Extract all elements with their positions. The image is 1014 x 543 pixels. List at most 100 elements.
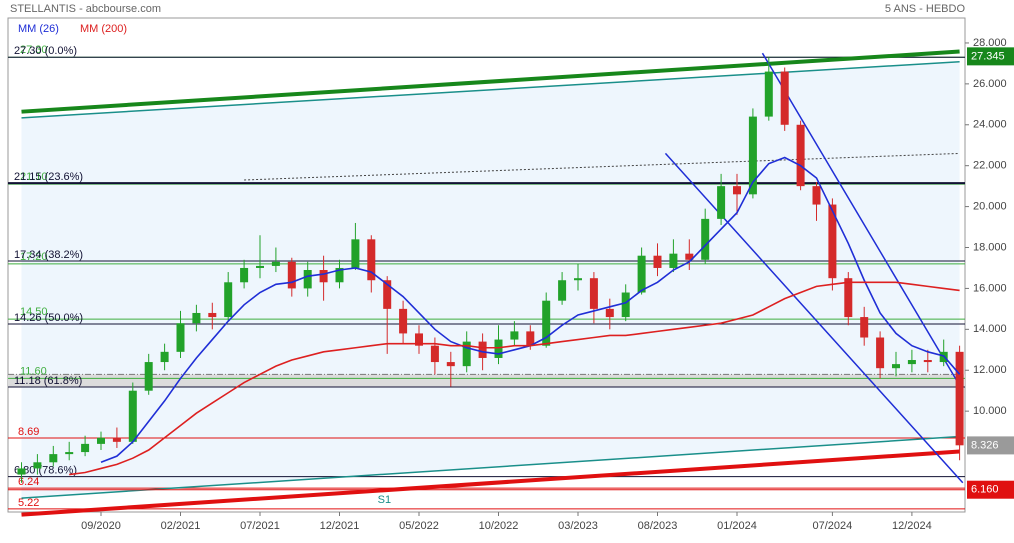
x-tick-label: 07/2021 xyxy=(240,520,280,532)
price-tag xyxy=(967,47,1014,66)
candle-body xyxy=(589,278,598,309)
price-tag-label: 27.345 xyxy=(971,50,1005,62)
candle-body xyxy=(367,239,376,281)
candle-body xyxy=(287,261,296,289)
chart-title: STELLANTIS - abcbourse.com xyxy=(10,3,161,15)
x-tick-label: 03/2023 xyxy=(558,520,598,532)
x-tick-label: 07/2024 xyxy=(813,520,853,532)
support-label: 14.50 xyxy=(20,306,48,318)
candle-body xyxy=(558,280,567,301)
candle-body xyxy=(319,270,328,283)
y-tick-label: 10.000 xyxy=(973,405,1007,417)
candle-body xyxy=(335,267,344,283)
x-tick-label: 02/2021 xyxy=(161,520,201,532)
fib-label: 11.18 (61.8%) xyxy=(14,375,82,387)
candle-body xyxy=(828,204,837,279)
support-label: 11.60 xyxy=(20,365,47,377)
candle-body xyxy=(669,253,678,268)
candle-body xyxy=(780,71,789,125)
red-level-label: 8.69 xyxy=(18,426,39,438)
fib-label: 14.26 (50.0%) xyxy=(14,312,83,324)
red-level-label: 5.22 xyxy=(18,497,39,509)
candle-body xyxy=(764,71,773,117)
candle-body xyxy=(812,186,821,205)
y-tick-label: 20.000 xyxy=(973,201,1007,213)
trend-line xyxy=(21,61,960,119)
x-tick-label: 01/2024 xyxy=(717,520,757,532)
zone-band xyxy=(8,374,965,388)
candle-body xyxy=(701,218,710,260)
chart-subtitle: 5 ANS - HEBDO xyxy=(885,3,966,15)
candle-body xyxy=(208,312,217,318)
candle-body xyxy=(446,362,455,367)
candle-body xyxy=(748,116,757,195)
candle-body xyxy=(97,437,105,444)
price-tag-label: 6.160 xyxy=(971,484,999,496)
candle-body xyxy=(796,124,805,187)
trend-line xyxy=(244,152,960,181)
channel-fill xyxy=(21,61,960,499)
price-tag xyxy=(967,436,1014,455)
y-tick-label: 18.000 xyxy=(973,241,1007,253)
trend-line xyxy=(21,435,960,499)
fib-label: 6.80 (78.6%) xyxy=(14,465,77,477)
candle-body xyxy=(637,255,646,293)
candle-body xyxy=(112,437,121,442)
candle-body xyxy=(351,239,360,268)
legend-entry: MM (200) xyxy=(80,23,127,35)
candle-body xyxy=(430,345,439,363)
support-label: 21.10 xyxy=(20,171,48,183)
candle-body xyxy=(860,317,869,338)
y-tick-label: 16.000 xyxy=(973,282,1007,294)
candle-body xyxy=(415,333,423,346)
candle-body xyxy=(33,462,42,469)
candle-body xyxy=(876,337,885,369)
candle-body xyxy=(176,323,185,352)
candle-body xyxy=(685,253,694,260)
candle-body xyxy=(542,300,551,346)
x-tick-label: 10/2022 xyxy=(479,520,519,532)
candle-body xyxy=(605,308,614,318)
y-tick-label: 22.000 xyxy=(973,160,1007,172)
fib-label: 27.30 (0.0%) xyxy=(14,45,77,57)
candle-body xyxy=(144,362,153,391)
candle-body xyxy=(49,454,58,463)
candle-body xyxy=(478,341,487,358)
y-tick-label: 26.000 xyxy=(973,78,1007,90)
candle-body xyxy=(192,312,201,324)
candle-body xyxy=(256,265,264,268)
candle-body xyxy=(955,351,964,446)
legend-entry: MM (26) xyxy=(18,23,59,35)
candle-body xyxy=(160,351,169,363)
candle-body xyxy=(923,360,932,363)
fib-label: 17.34 (38.2%) xyxy=(14,249,83,261)
ma-line xyxy=(69,281,960,476)
candle-body xyxy=(240,267,249,283)
support-label: 27.30 xyxy=(20,44,48,56)
candle-body xyxy=(621,292,630,318)
x-tick-label: 09/2020 xyxy=(81,520,121,532)
candle-body xyxy=(510,331,519,340)
candle-body xyxy=(128,390,137,442)
fib-label: 21.15 (23.6%) xyxy=(14,171,83,183)
trend-line xyxy=(21,449,960,517)
x-tick-label: 12/2021 xyxy=(320,520,360,532)
y-tick-label: 14.000 xyxy=(973,323,1007,335)
candle-body xyxy=(65,452,74,455)
candle-body xyxy=(81,443,90,453)
candle-body xyxy=(462,341,471,367)
price-tag-label: 8.326 xyxy=(971,439,999,451)
support-label: 17.20 xyxy=(20,251,48,263)
candle-body xyxy=(526,331,535,346)
candle-body xyxy=(892,364,900,369)
trend-line xyxy=(664,152,964,484)
candle-body xyxy=(574,278,582,281)
annotation: S1 xyxy=(378,494,391,506)
candle-body xyxy=(17,468,26,475)
candle-body xyxy=(733,186,741,195)
candle-body xyxy=(653,255,662,268)
candle-body xyxy=(224,282,233,318)
x-tick-label: 05/2022 xyxy=(399,520,439,532)
candle-body xyxy=(494,339,503,358)
